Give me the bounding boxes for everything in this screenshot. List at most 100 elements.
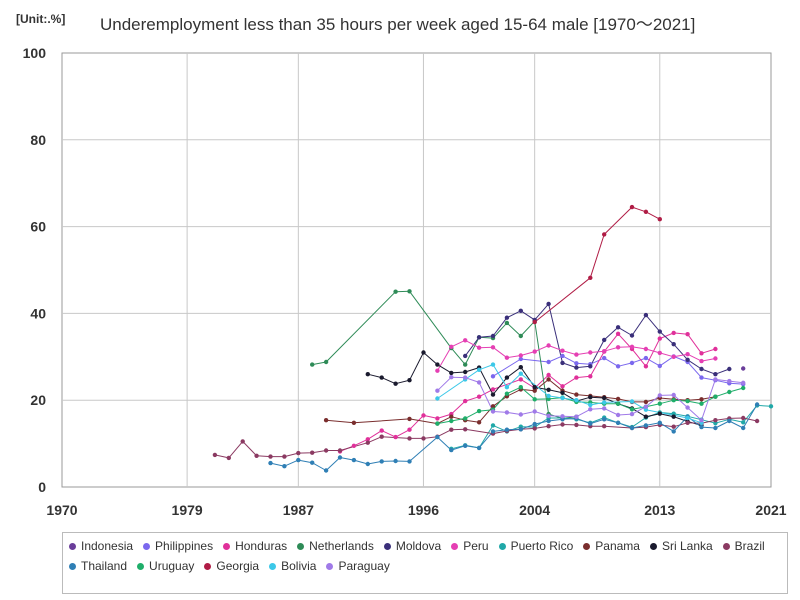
data-point-peru xyxy=(629,344,635,349)
data-point-honduras xyxy=(421,413,426,418)
legend-label: Thailand xyxy=(81,559,128,573)
chart-title: Underemployment less than 35 hours per w… xyxy=(100,15,696,34)
data-point-panama xyxy=(532,388,537,393)
data-point-moldova xyxy=(657,329,662,334)
legend-marker-icon xyxy=(69,542,76,550)
data-point-philippines xyxy=(629,360,635,366)
data-point-paraguay xyxy=(449,375,454,380)
data-point-peru xyxy=(546,343,551,348)
legend-item-thailand: Thailand xyxy=(69,559,127,573)
legend-marker-icon xyxy=(498,542,506,550)
data-point-uruguay xyxy=(699,401,704,406)
data-point-panama xyxy=(490,404,496,409)
data-point-peru xyxy=(560,348,565,353)
legend-marker-icon xyxy=(69,562,76,570)
data-point-moldova xyxy=(713,372,718,377)
legend-label: Peru xyxy=(463,539,489,553)
data-point-honduras xyxy=(713,346,718,352)
data-point-sri-lanka xyxy=(393,381,398,386)
data-point-bolivia xyxy=(574,398,579,403)
data-point-panama xyxy=(574,392,579,397)
data-point-honduras xyxy=(407,427,412,432)
legend-label: Honduras xyxy=(235,539,288,553)
data-point-sri-lanka xyxy=(504,375,510,380)
legend-label: Moldova xyxy=(395,539,442,553)
data-point-sri-lanka xyxy=(365,372,370,377)
data-point-thailand xyxy=(323,468,329,473)
data-point-bolivia xyxy=(490,362,496,367)
data-point-moldova xyxy=(643,312,649,318)
data-point-honduras xyxy=(476,394,482,399)
data-point-peru xyxy=(449,344,454,349)
data-point-thailand xyxy=(463,443,468,448)
data-point-thailand xyxy=(476,445,482,451)
data-point-peru xyxy=(518,353,523,358)
data-point-indonesia xyxy=(741,366,746,371)
data-point-moldova xyxy=(629,333,635,338)
data-point-philippines xyxy=(602,355,607,361)
data-point-georgia xyxy=(602,232,607,237)
data-point-georgia xyxy=(588,275,593,280)
series-line-panama xyxy=(326,378,716,425)
data-point-uruguay xyxy=(518,385,523,390)
y-tick-label: 40 xyxy=(30,305,46,321)
data-point-moldova xyxy=(490,333,496,339)
data-point-brazil xyxy=(532,426,537,431)
data-point-honduras xyxy=(518,377,523,382)
data-point-peru xyxy=(657,350,662,356)
data-point-brazil xyxy=(296,450,301,456)
data-point-paraguay xyxy=(560,414,565,419)
y-tick-label: 80 xyxy=(30,132,46,148)
data-point-moldova xyxy=(476,335,482,340)
data-point-puerto-rico xyxy=(490,423,496,428)
y-tick-label: 60 xyxy=(30,219,46,235)
data-point-thailand xyxy=(671,429,676,434)
chart-legend: Indonesia Philippines Honduras Netherlands M… xyxy=(62,532,788,594)
legend-item-uruguay: Uruguay xyxy=(137,559,194,573)
data-point-uruguay xyxy=(504,391,510,396)
legend-item-bolivia: Bolivia xyxy=(269,559,316,573)
data-point-panama xyxy=(615,396,621,402)
data-point-sri-lanka xyxy=(643,414,649,419)
legend-label: Netherlands xyxy=(309,539,374,553)
data-point-brazil xyxy=(713,418,718,423)
data-point-paraguay xyxy=(504,410,510,415)
data-point-uruguay xyxy=(532,397,537,402)
data-point-panama xyxy=(476,420,482,425)
data-point-paraguay xyxy=(463,375,468,380)
data-point-georgia xyxy=(657,217,662,222)
data-point-thailand xyxy=(741,425,746,431)
data-point-peru xyxy=(643,346,649,352)
data-point-brazil xyxy=(671,424,676,429)
data-point-uruguay xyxy=(449,418,454,424)
data-point-thailand xyxy=(282,464,287,469)
data-point-brazil xyxy=(310,450,315,455)
data-point-uruguay xyxy=(713,394,718,399)
data-point-paraguay xyxy=(629,411,635,417)
series-line-brazil xyxy=(214,417,758,459)
x-tick-label: 1970 xyxy=(46,502,77,518)
data-point-panama xyxy=(643,399,649,405)
data-point-brazil xyxy=(685,420,690,425)
data-point-peru xyxy=(615,345,621,350)
legend-item-sri-lanka: Sri Lanka xyxy=(649,539,713,553)
data-point-honduras xyxy=(365,437,370,442)
data-point-netherlands xyxy=(310,362,315,367)
data-point-thailand xyxy=(337,455,343,460)
data-point-netherlands xyxy=(407,289,412,294)
legend-marker-icon xyxy=(722,542,730,550)
legend-item-panama: Panama xyxy=(583,539,640,553)
data-point-uruguay xyxy=(463,416,468,421)
data-point-bolivia xyxy=(476,367,482,372)
legend-marker-icon xyxy=(297,542,305,550)
legend-marker-icon xyxy=(451,542,459,550)
data-point-netherlands xyxy=(504,320,510,326)
data-point-sri-lanka xyxy=(407,378,412,383)
data-point-thailand xyxy=(615,420,621,425)
data-point-brazil xyxy=(754,418,760,424)
data-point-panama xyxy=(449,414,454,419)
data-point-honduras xyxy=(490,387,496,392)
legend-label: Panama xyxy=(595,539,640,553)
legend-item-indonesia: Indonesia xyxy=(69,539,133,553)
data-point-paraguay xyxy=(518,412,523,417)
